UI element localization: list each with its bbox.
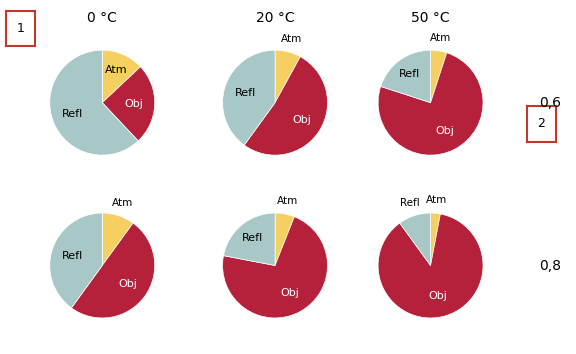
Text: Atm: Atm	[281, 34, 302, 44]
Wedge shape	[378, 53, 483, 155]
Text: Refl: Refl	[399, 69, 420, 79]
Text: 1: 1	[16, 22, 24, 35]
Wedge shape	[244, 57, 328, 155]
Text: Refl: Refl	[62, 251, 83, 261]
Wedge shape	[400, 213, 431, 266]
Wedge shape	[71, 223, 155, 318]
Text: Obj: Obj	[292, 115, 311, 125]
Text: Refl: Refl	[62, 109, 84, 119]
Text: 20 °C: 20 °C	[256, 11, 294, 25]
Wedge shape	[222, 50, 275, 145]
Text: Atm: Atm	[276, 196, 298, 206]
Wedge shape	[275, 50, 300, 103]
Text: Obj: Obj	[281, 288, 300, 298]
Wedge shape	[103, 67, 155, 141]
Text: Obj: Obj	[428, 291, 447, 301]
Wedge shape	[275, 213, 294, 266]
Text: Atm: Atm	[426, 195, 448, 205]
Text: Obj: Obj	[435, 126, 454, 136]
Text: 2: 2	[537, 118, 545, 130]
Wedge shape	[50, 50, 138, 155]
Wedge shape	[50, 213, 103, 308]
Wedge shape	[223, 213, 275, 266]
Text: 50 °C: 50 °C	[411, 11, 450, 25]
Text: Refl: Refl	[242, 233, 263, 243]
Wedge shape	[381, 50, 431, 103]
Text: Atm: Atm	[430, 33, 452, 43]
Text: Atm: Atm	[112, 198, 133, 208]
Wedge shape	[430, 50, 447, 103]
Text: Atm: Atm	[105, 65, 128, 75]
Text: Obj: Obj	[124, 99, 143, 109]
Text: 0,8: 0,8	[539, 258, 561, 273]
Text: Refl: Refl	[234, 88, 256, 98]
Text: 0 °C: 0 °C	[88, 11, 117, 25]
Wedge shape	[102, 50, 141, 103]
Text: Obj: Obj	[118, 279, 137, 289]
Wedge shape	[378, 214, 483, 318]
Wedge shape	[102, 213, 133, 266]
Wedge shape	[430, 213, 441, 266]
Wedge shape	[222, 217, 328, 318]
Text: Refl: Refl	[400, 198, 420, 208]
Text: 0,6: 0,6	[539, 96, 561, 110]
